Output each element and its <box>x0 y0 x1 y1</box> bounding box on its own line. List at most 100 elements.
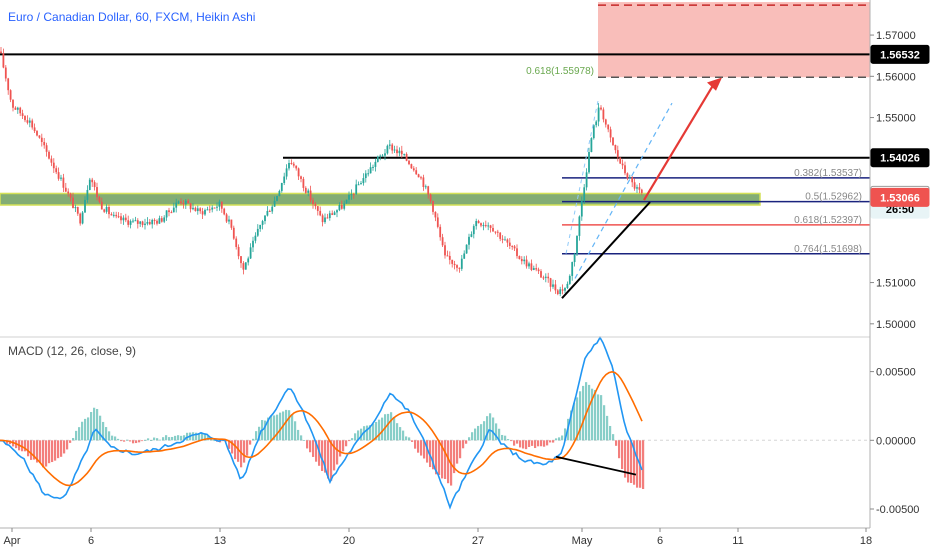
candle-body <box>348 194 350 200</box>
candle-body <box>628 177 631 179</box>
macd-histogram-bar <box>183 435 186 441</box>
candle <box>129 219 132 229</box>
macd-histogram-bar <box>369 425 372 441</box>
candle-body <box>504 239 506 241</box>
candle-body <box>523 259 526 262</box>
candle <box>338 202 341 212</box>
candle-body <box>256 228 259 236</box>
candle <box>40 133 43 147</box>
macd-histogram-bar <box>327 440 330 479</box>
macd-histogram-bar <box>168 437 171 441</box>
candle <box>148 218 151 226</box>
zones-layer: 0.618(1.55978) <box>0 2 870 206</box>
macd-histogram-bar <box>627 440 630 483</box>
candle-body <box>33 127 36 132</box>
candle-body <box>144 223 146 225</box>
candle-body <box>151 219 154 225</box>
macd-histogram-bar <box>273 415 276 441</box>
candle-body <box>16 107 19 110</box>
macd-histogram-bar <box>60 440 63 457</box>
candle-body <box>218 201 221 207</box>
candle <box>508 238 511 250</box>
candle-body <box>148 221 151 225</box>
candle-body <box>544 276 547 278</box>
macd-histogram-bar <box>201 432 204 441</box>
candle-body <box>86 189 89 200</box>
candle-body <box>595 121 598 126</box>
candle <box>355 179 358 195</box>
candle <box>552 279 554 289</box>
candle-body <box>168 210 170 213</box>
candle-body <box>216 206 218 208</box>
time-tick-label: 27 <box>472 535 484 547</box>
candle <box>288 159 290 171</box>
candle <box>14 106 17 110</box>
candle-body <box>410 164 413 169</box>
macd-histogram-bar <box>306 440 309 449</box>
candle-body <box>616 150 619 158</box>
macd-histogram-bar <box>360 428 363 441</box>
candle-body <box>501 238 504 240</box>
candle <box>374 158 377 172</box>
macd-histogram-bar <box>597 394 600 441</box>
time-tick-label: 20 <box>343 535 355 547</box>
candle-body <box>600 107 602 110</box>
macd-histogram-bar <box>303 440 306 441</box>
candle <box>451 259 454 268</box>
candle <box>67 188 70 197</box>
macd-histogram-bar <box>57 440 60 459</box>
candle <box>312 197 314 209</box>
macd-histogram-bar <box>561 435 564 441</box>
candle <box>640 188 643 196</box>
candle <box>636 184 638 194</box>
fib-label-0.764: 0.764(1.51698) <box>794 244 862 255</box>
candle-body <box>393 149 396 151</box>
candle-body <box>343 203 346 209</box>
price-tag-box <box>870 44 930 64</box>
macd-histogram-bar <box>477 425 480 441</box>
macd-histogram-bar <box>66 440 69 450</box>
candle <box>532 265 535 271</box>
macd-histogram-bar <box>636 440 639 488</box>
candle-body <box>326 217 329 219</box>
candle <box>511 245 514 250</box>
candle-body <box>590 138 593 153</box>
macd-histogram-bar <box>147 438 150 441</box>
candle-body <box>448 255 451 260</box>
candle-body <box>564 288 566 291</box>
candle-body <box>456 265 458 268</box>
macd-histogram-bar <box>378 419 381 441</box>
candle <box>439 224 442 241</box>
candle <box>388 139 391 150</box>
candle <box>384 149 386 161</box>
candle-body <box>141 221 144 225</box>
support-zone <box>0 192 761 206</box>
macd-histogram-bar <box>375 421 378 441</box>
candle <box>499 232 502 242</box>
candle-body <box>127 220 130 225</box>
candle <box>100 197 103 210</box>
candle <box>172 202 175 213</box>
candle <box>614 144 617 154</box>
macd-tick-label: -0.00500 <box>876 504 919 516</box>
candle <box>523 256 526 265</box>
time-tick-label: 11 <box>732 535 743 547</box>
candle-body <box>312 200 314 205</box>
candle <box>45 142 48 157</box>
candle <box>266 206 269 217</box>
candle <box>609 126 612 143</box>
candle <box>122 215 125 225</box>
macd-histogram-bar <box>84 418 87 441</box>
candle-body <box>230 219 233 228</box>
candle <box>271 204 274 214</box>
candle-body <box>432 200 434 212</box>
macd-histogram-bar <box>441 440 444 479</box>
candle-body <box>381 155 384 157</box>
candle <box>170 210 173 214</box>
candle <box>153 218 156 225</box>
price-tag: 1.54026 <box>870 148 930 168</box>
candle <box>216 202 218 212</box>
candle-body <box>578 216 581 236</box>
candle-body <box>506 239 509 243</box>
